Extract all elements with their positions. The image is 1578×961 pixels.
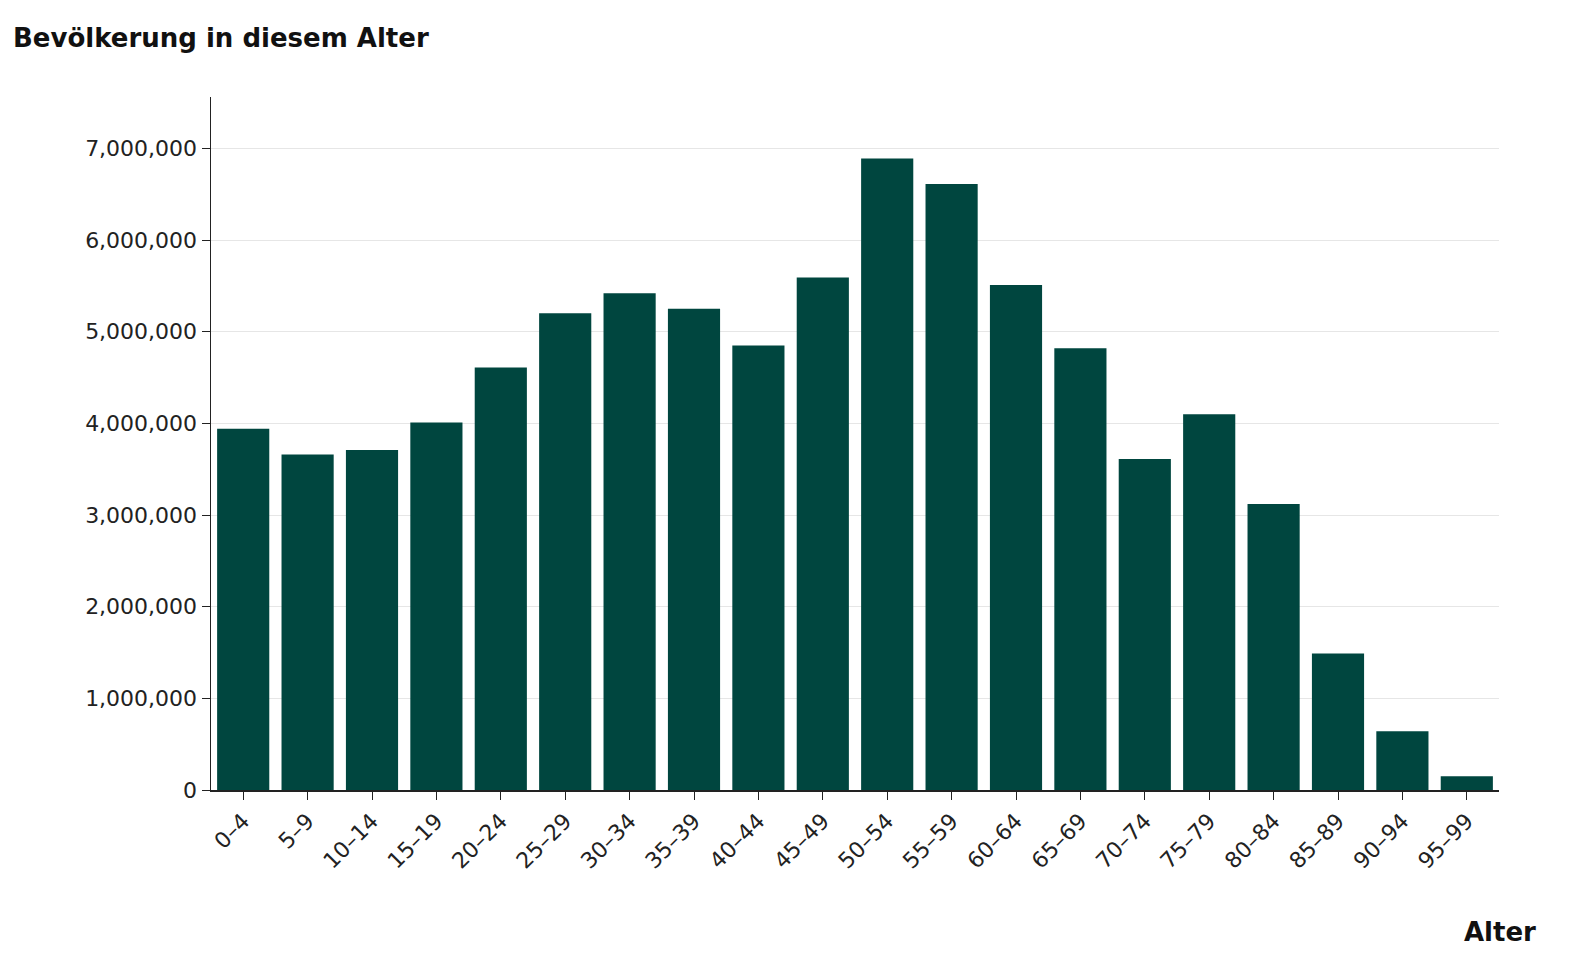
svg-text:80–84: 80–84 bbox=[1220, 809, 1285, 874]
svg-text:20–24: 20–24 bbox=[447, 809, 512, 874]
svg-text:3,000,000: 3,000,000 bbox=[85, 503, 197, 528]
svg-text:75–79: 75–79 bbox=[1155, 809, 1220, 874]
svg-text:85–89: 85–89 bbox=[1284, 809, 1349, 874]
svg-text:95–99: 95–99 bbox=[1413, 809, 1478, 874]
svg-text:5–9: 5–9 bbox=[274, 809, 319, 854]
svg-text:40–44: 40–44 bbox=[705, 809, 770, 874]
svg-text:70–74: 70–74 bbox=[1091, 809, 1156, 874]
svg-text:6,000,000: 6,000,000 bbox=[85, 228, 197, 253]
svg-text:Alter: Alter bbox=[1464, 917, 1536, 947]
svg-text:0–4: 0–4 bbox=[209, 809, 254, 854]
svg-text:10–14: 10–14 bbox=[318, 809, 383, 874]
svg-text:5,000,000: 5,000,000 bbox=[85, 319, 197, 344]
svg-text:4,000,000: 4,000,000 bbox=[85, 411, 197, 436]
svg-text:50–54: 50–54 bbox=[833, 809, 898, 874]
svg-text:1,000,000: 1,000,000 bbox=[85, 686, 197, 711]
svg-text:25–29: 25–29 bbox=[511, 809, 576, 874]
svg-text:Bevölkerung in diesem Alter: Bevölkerung in diesem Alter bbox=[13, 23, 429, 53]
svg-text:65–69: 65–69 bbox=[1027, 809, 1092, 874]
svg-text:35–39: 35–39 bbox=[640, 809, 705, 874]
svg-text:2,000,000: 2,000,000 bbox=[85, 594, 197, 619]
svg-text:90–94: 90–94 bbox=[1349, 809, 1414, 874]
svg-text:60–64: 60–64 bbox=[962, 809, 1027, 874]
svg-text:7,000,000: 7,000,000 bbox=[85, 136, 197, 161]
svg-text:55–59: 55–59 bbox=[898, 809, 963, 874]
svg-text:45–49: 45–49 bbox=[769, 809, 834, 874]
svg-text:30–34: 30–34 bbox=[576, 809, 641, 874]
svg-text:15–19: 15–19 bbox=[383, 809, 448, 874]
svg-text:0: 0 bbox=[183, 778, 197, 803]
